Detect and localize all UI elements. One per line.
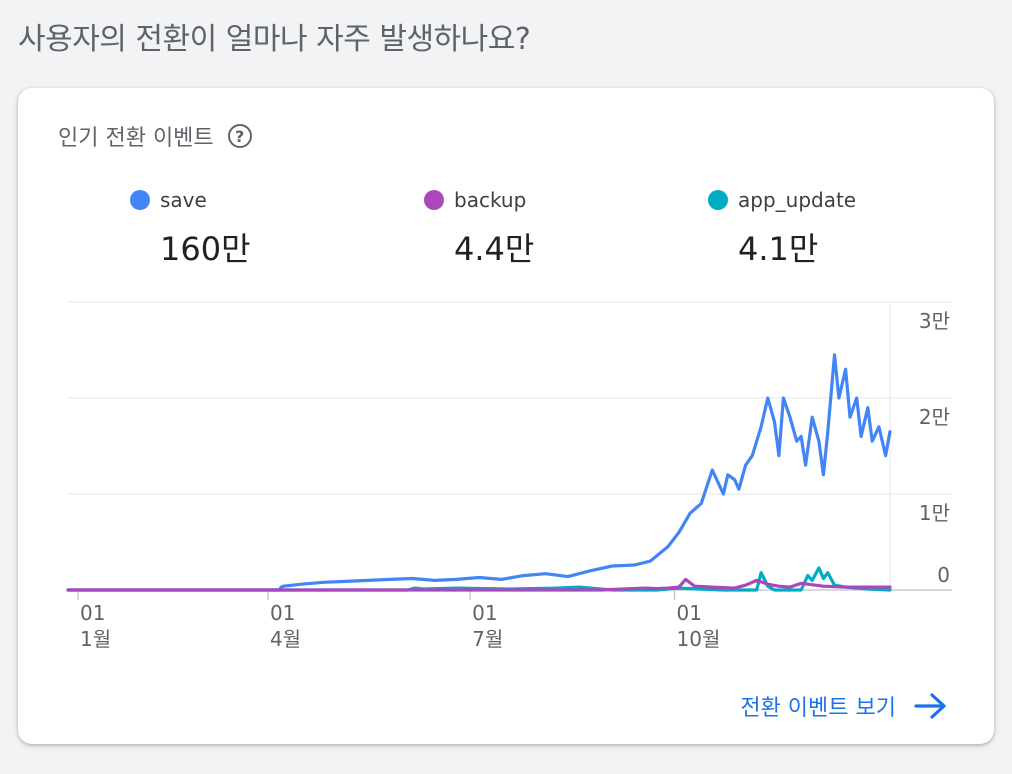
y-tick-label: 0: [937, 563, 950, 587]
arrow-right-icon: [914, 693, 946, 719]
legend-dot-icon: [130, 190, 150, 210]
y-tick-label: 1만: [919, 501, 950, 525]
x-tick-month: 1월: [80, 627, 111, 651]
x-tick-day: 01: [677, 601, 702, 625]
metric-value: 160만: [160, 230, 251, 268]
metric-value: 4.1만: [738, 230, 819, 268]
metric-name: app_update: [738, 188, 857, 212]
metric-app-update: app_update 4.1만: [708, 188, 856, 270]
help-icon[interactable]: ?: [227, 124, 252, 148]
conversion-card: 인기 전환 이벤트 ? save 160만 backup 4.4만 app_up…: [18, 88, 994, 744]
x-tick-day: 01: [270, 601, 295, 625]
y-tick-label: 3만: [919, 309, 950, 333]
series-line-backup: [66, 577, 892, 592]
x-tick-month: 10월: [677, 627, 721, 651]
y-tick-label: 2만: [919, 405, 950, 429]
card-title-text: 인기 전환 이벤트: [58, 126, 214, 151]
card-title: 인기 전환 이벤트 ?: [58, 120, 252, 152]
series-line-save: [66, 353, 892, 592]
metric-name: save: [160, 188, 207, 212]
legend-dot-icon: [424, 190, 444, 210]
x-tick-day: 01: [80, 601, 105, 625]
metric-backup: backup 4.4만: [424, 188, 534, 270]
x-tick-month: 4월: [270, 627, 301, 651]
view-conversion-events-link[interactable]: 전환 이벤트 보기: [740, 690, 948, 722]
legend-dot-icon: [708, 190, 728, 210]
page-title: 사용자의 전환이 얼마나 자주 발생하나요?: [18, 22, 531, 57]
metric-name: backup: [454, 188, 527, 212]
link-label: 전환 이벤트 보기: [740, 696, 896, 721]
metric-save: save 160만: [130, 188, 251, 270]
x-tick-month: 7월: [472, 627, 503, 651]
metric-value: 4.4만: [454, 230, 535, 268]
x-tick-day: 01: [472, 601, 497, 625]
